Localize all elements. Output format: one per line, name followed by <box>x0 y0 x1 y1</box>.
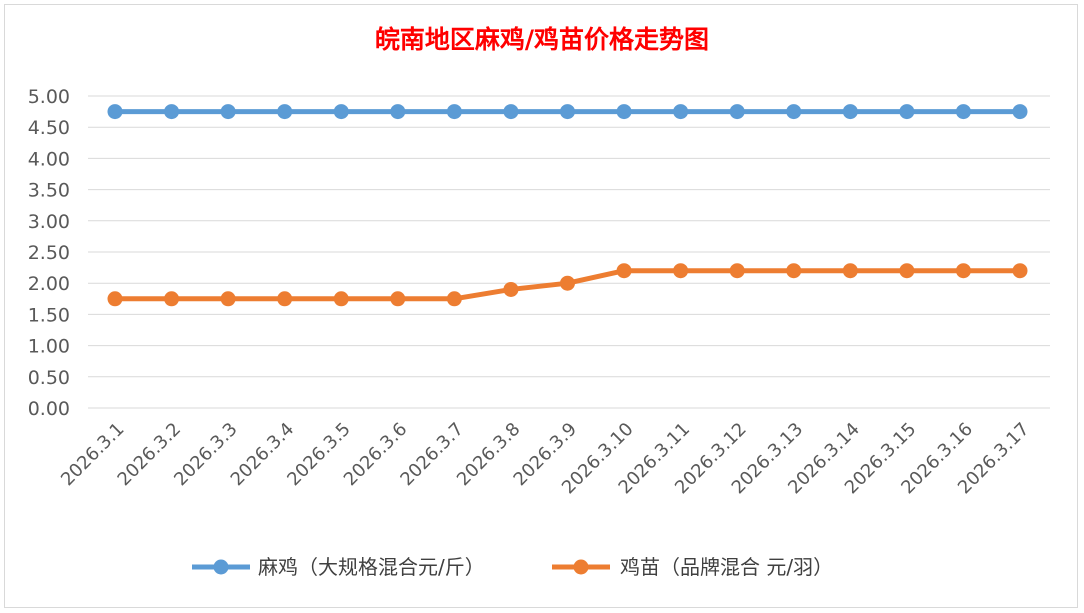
data-point <box>616 104 632 120</box>
data-point <box>899 104 915 120</box>
data-point <box>164 104 180 120</box>
y-tick-label: 5.00 <box>28 86 70 108</box>
data-point <box>446 291 462 307</box>
grid-lines <box>88 95 1050 409</box>
y-tick-label: 4.00 <box>28 148 70 170</box>
y-tick-label: 0.00 <box>28 398 70 420</box>
series-2 <box>107 263 1028 307</box>
data-point <box>786 263 802 279</box>
data-point <box>955 104 971 120</box>
data-point <box>560 104 575 120</box>
data-point <box>333 104 349 120</box>
y-tick-label: 1.50 <box>28 304 70 326</box>
chart-title: 皖南地区麻鸡/鸡苗价格走势图 <box>375 25 709 54</box>
data-point <box>1012 263 1028 279</box>
data-point <box>842 263 858 279</box>
y-tick-label: 1.00 <box>28 336 70 358</box>
y-axis-ticks: 0.00 0.50 1.00 1.50 2.00 2.50 3.00 3.50 4.00 4.50… <box>28 86 70 420</box>
legend-label: 鸡苗（品牌混合 元/羽） <box>620 555 833 579</box>
data-point <box>673 263 689 279</box>
legend-swatch-marker <box>213 559 229 575</box>
y-tick-label: 3.00 <box>28 211 70 233</box>
chart-frame <box>4 4 1078 608</box>
data-point <box>955 263 971 279</box>
y-tick-label: 0.50 <box>28 367 70 389</box>
y-tick-label: 2.50 <box>28 242 70 264</box>
data-point <box>786 104 802 120</box>
data-point <box>390 104 406 120</box>
data-point <box>107 291 123 307</box>
series-lines <box>107 104 1028 307</box>
data-point <box>729 104 745 120</box>
data-point <box>503 104 519 120</box>
data-point <box>446 104 462 120</box>
legend: 麻鸡（大规格混合元/斤） 鸡苗（品牌混合 元/羽） <box>192 555 833 579</box>
data-point <box>560 275 575 291</box>
data-point <box>277 291 293 307</box>
series-1 <box>107 104 1028 120</box>
data-point <box>899 263 915 279</box>
y-tick-label: 2.00 <box>28 273 70 295</box>
data-point <box>164 291 180 307</box>
legend-label: 麻鸡（大规格混合元/斤） <box>258 555 485 579</box>
y-tick-label: 3.50 <box>28 180 70 202</box>
data-point <box>503 281 519 297</box>
data-point <box>673 104 689 120</box>
data-point <box>1012 104 1028 120</box>
x-axis-ticks: 2026.3.12026.3.22026.3.32026.3.42026.3.5… <box>57 419 1034 499</box>
data-point <box>220 104 236 120</box>
y-tick-label: 4.50 <box>28 117 70 139</box>
data-point <box>616 263 632 279</box>
data-point <box>729 263 745 279</box>
legend-swatch-marker <box>573 559 589 575</box>
data-point <box>333 291 349 307</box>
legend-item: 鸡苗（品牌混合 元/羽） <box>552 555 833 579</box>
data-point <box>277 104 293 120</box>
data-point <box>842 104 858 120</box>
data-point <box>220 291 236 307</box>
legend-item: 麻鸡（大规格混合元/斤） <box>192 555 485 579</box>
data-point <box>107 104 123 120</box>
data-point <box>390 291 406 307</box>
